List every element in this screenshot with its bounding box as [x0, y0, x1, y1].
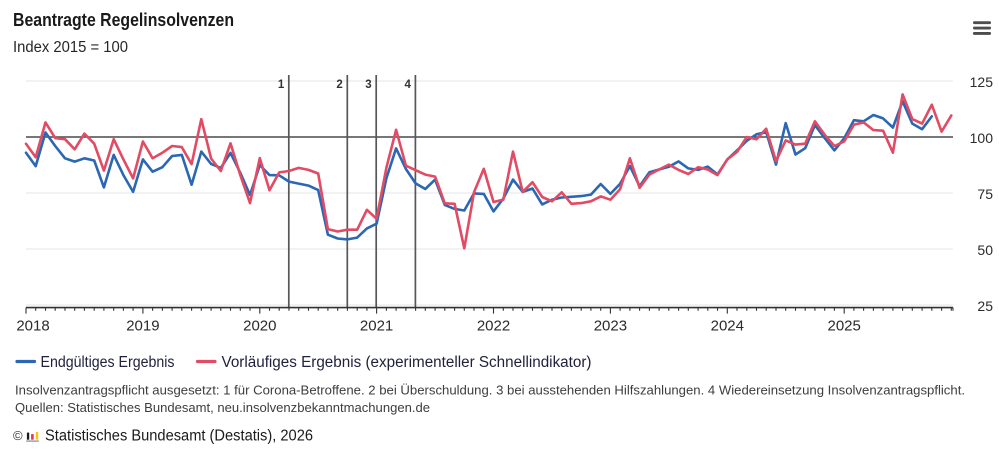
svg-text:Statistisches Bundesamt (Desta: Statistisches Bundesamt (Destatis), 2026 [45, 427, 313, 444]
svg-text:3: 3 [365, 79, 371, 91]
svg-text:50: 50 [977, 242, 993, 258]
svg-text:2021: 2021 [360, 318, 393, 335]
svg-text:Insolvenzantragspflicht ausges: Insolvenzantragspflicht ausgesetzt: 1 fü… [15, 383, 965, 398]
svg-text:1: 1 [278, 79, 285, 91]
svg-text:©: © [13, 428, 23, 443]
svg-text:2025: 2025 [828, 318, 861, 335]
svg-text:2023: 2023 [594, 318, 627, 335]
svg-text:Endgültiges Ergebnis: Endgültiges Ergebnis [41, 354, 175, 371]
svg-text:125: 125 [970, 74, 994, 90]
svg-text:2022: 2022 [477, 318, 510, 335]
svg-text:100: 100 [970, 130, 994, 146]
svg-text:Index 2015 = 100: Index 2015 = 100 [13, 39, 128, 56]
svg-text:2018: 2018 [16, 318, 49, 335]
svg-text:75: 75 [977, 186, 993, 202]
svg-text:Vorläufiges Ergebnis (experime: Vorläufiges Ergebnis (experimenteller Sc… [222, 354, 592, 371]
svg-text:Quellen: Statistisches Bundesa: Quellen: Statistisches Bundesamt, neu.in… [15, 400, 430, 415]
svg-text:25: 25 [977, 298, 993, 314]
svg-text:4: 4 [404, 79, 411, 91]
svg-text:2020: 2020 [243, 318, 276, 335]
svg-text:Beantragte Regelinsolvenzen: Beantragte Regelinsolvenzen [13, 10, 234, 30]
svg-text:2: 2 [336, 79, 342, 91]
svg-text:2019: 2019 [126, 318, 159, 335]
svg-text:2024: 2024 [711, 318, 744, 335]
